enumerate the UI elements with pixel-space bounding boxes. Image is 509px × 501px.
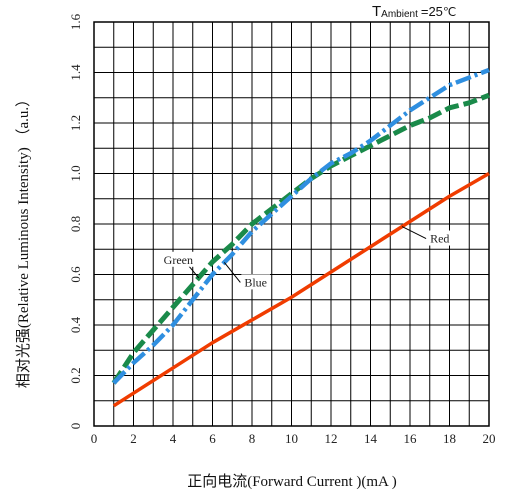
x-tick-label: 6 [209,431,216,446]
x-tick-label: 2 [130,431,137,446]
x-tick-label: 0 [91,431,98,446]
x-tick-label: 20 [483,431,496,446]
condition-unit: ℃ [443,5,456,19]
annotation-leader [223,262,241,283]
x-tick-label: 8 [249,431,256,446]
annotations: Green Blue Red [160,226,453,290]
x-tick-label: 18 [443,431,456,446]
y-axis-ticks: 0 0.2 0.4 0.6 0.8 1.0 1.2 1.4 1.6 [68,13,83,429]
x-axis-title: 正向电流(Forward Current )(mA ) [187,473,397,490]
condition-label: TAmbient =25℃ [372,3,456,20]
annotation-bg [241,274,271,290]
series-red-line [112,171,490,408]
y-tick-label: 1.0 [68,165,83,181]
series-layer [111,67,490,408]
annotation-blue: Blue [244,275,267,289]
annotation-red: Red [430,232,449,246]
y-tick-label: 1.4 [68,64,83,81]
x-axis-ticks: 0 2 4 6 8 10 12 14 16 18 20 [91,431,496,446]
annotation-leader [401,226,427,239]
y-tick-label: 0.8 [68,216,83,232]
y-axis-title: 相对光强(Relative Luminous Intensity) （a.u.） [15,92,32,388]
y-tick-label: 1.2 [68,115,83,131]
y-tick-label: 0.6 [68,266,83,283]
series-blue-line [112,67,490,385]
condition-value: =25 [421,4,443,19]
y-tick-label: 0.2 [68,367,83,383]
x-tick-label: 16 [404,431,418,446]
x-tick-label: 10 [285,431,298,446]
x-tick-label: 14 [364,431,378,446]
annotation-bg [160,251,197,267]
y-tick-label: 0.4 [68,316,83,333]
annotation-bg [427,230,453,246]
plot-frame [93,21,490,427]
y-tick-label: 0 [68,423,83,430]
grid [94,22,489,426]
annotation-green: Green [164,253,193,267]
x-tick-label: 12 [325,431,338,446]
condition-subscript: Ambient [381,9,418,20]
condition-prefix: T [372,3,381,20]
y-tick-label: 1.6 [68,13,83,30]
x-tick-label: 4 [170,431,177,446]
